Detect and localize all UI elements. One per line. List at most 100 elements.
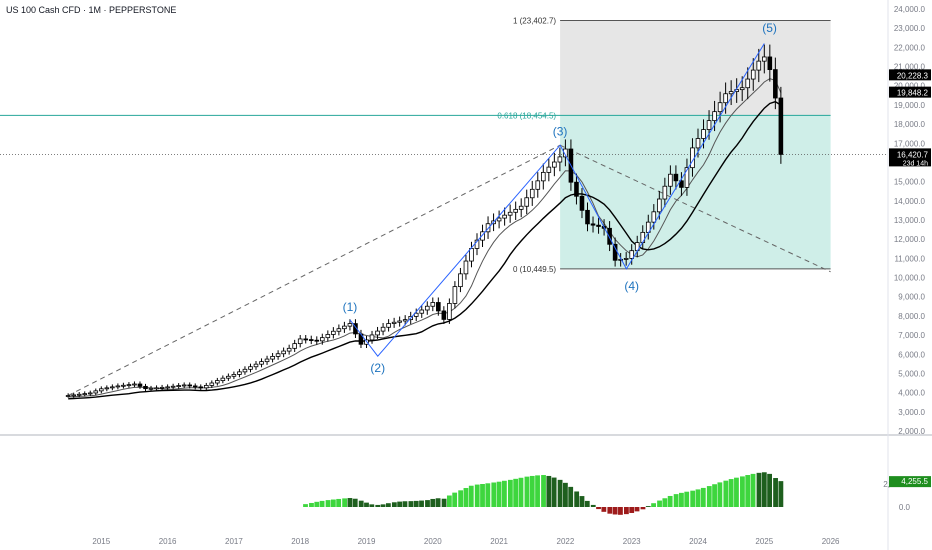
histogram-bar	[330, 499, 336, 507]
histogram-bar	[535, 475, 540, 507]
histogram-bar	[734, 477, 739, 507]
histogram-bar	[518, 477, 524, 507]
histogram-bar	[385, 503, 391, 507]
candle-body	[87, 392, 93, 395]
candle-body	[762, 56, 767, 62]
candle-body	[76, 393, 82, 396]
y-tick-label: 14,000.0	[894, 197, 926, 206]
histogram-bar	[740, 476, 745, 507]
candle-body	[308, 339, 314, 341]
candle-body	[546, 166, 552, 173]
candle-body	[292, 343, 297, 349]
candle-body	[480, 231, 485, 241]
candle-body	[347, 323, 353, 327]
dashed-trend-line	[67, 144, 561, 396]
candle-body	[413, 312, 419, 317]
histogram-bar	[336, 498, 342, 507]
histogram-bar	[319, 500, 325, 507]
histogram-bar	[480, 484, 485, 507]
candle-body	[684, 167, 690, 188]
histogram-bar	[468, 485, 474, 507]
candle-body	[286, 347, 292, 352]
histogram-bar	[717, 482, 723, 507]
candle-body	[226, 375, 231, 379]
x-tick-label: 2024	[689, 537, 707, 546]
y-tick-label: 2,000.0	[898, 427, 925, 436]
candle-body	[706, 120, 712, 130]
candle-body	[513, 208, 518, 213]
candle-body	[712, 111, 717, 122]
candle-body	[502, 214, 507, 219]
candle-body	[623, 258, 629, 260]
histogram-bar	[463, 488, 469, 507]
histogram-bar	[413, 500, 419, 507]
x-tick-label: 2021	[490, 537, 508, 546]
y-tick-label: 6,000.0	[898, 350, 925, 359]
histogram-bar	[706, 486, 712, 507]
candle-body	[717, 102, 723, 113]
candle-body	[99, 388, 104, 392]
candle-body	[574, 181, 579, 197]
histogram-bar	[584, 500, 590, 507]
candle-body	[529, 188, 535, 199]
candle-body	[259, 361, 264, 365]
y-tick-label: 4,000.0	[898, 389, 925, 398]
histogram-bar	[507, 479, 513, 507]
candle-body	[767, 56, 773, 71]
wave-label: (2)	[370, 361, 385, 375]
candle-body	[303, 338, 309, 341]
candle-body	[248, 366, 253, 370]
candle-body	[369, 334, 375, 341]
candle-body	[275, 353, 281, 357]
candle-body	[557, 156, 563, 163]
histogram-bar	[419, 500, 424, 507]
histogram-bar	[690, 490, 696, 507]
y-tick-label: 22,000.0	[894, 43, 926, 52]
candle-body	[165, 386, 170, 389]
histogram-bar	[640, 507, 646, 510]
candle-body	[132, 383, 137, 386]
y-tick-label: 8,000.0	[898, 312, 925, 321]
candle-body	[264, 358, 270, 363]
histogram-bar	[773, 478, 778, 507]
y-tick-label: 17,000.0	[894, 139, 926, 148]
candle-body	[469, 248, 474, 262]
candle-body	[773, 69, 778, 99]
histogram-bar	[491, 482, 497, 507]
histogram-bar	[485, 483, 491, 507]
candle-body	[507, 211, 513, 216]
histogram-bar	[767, 473, 773, 507]
histogram-bar	[684, 491, 690, 507]
candle-body	[148, 387, 154, 390]
histogram-bar	[557, 479, 563, 507]
y-tick-label: 15,000.0	[894, 178, 926, 187]
candle-body	[463, 260, 469, 275]
candle-body	[778, 97, 784, 155]
histogram-bar	[369, 504, 375, 507]
candle-body	[342, 325, 347, 330]
histogram-bar	[342, 498, 348, 507]
histogram-bar	[695, 489, 701, 507]
y-tick-label: 11,000.0	[894, 254, 925, 263]
candle-body	[524, 197, 530, 207]
histogram-bar	[634, 507, 640, 512]
candle-body	[121, 384, 126, 387]
candle-body	[297, 338, 303, 345]
histogram-bar	[430, 498, 436, 507]
candle-body	[82, 393, 88, 396]
candle-body	[756, 60, 762, 71]
candle-body	[319, 337, 325, 342]
histogram-bar	[723, 480, 729, 507]
candle-body	[629, 250, 634, 259]
histogram-bar	[778, 481, 784, 507]
candle-body	[170, 385, 176, 388]
histogram-bar	[601, 507, 607, 512]
histogram-bar	[745, 475, 751, 507]
fib-zone-lower	[560, 115, 831, 269]
y-tick-label: 19,000.0	[894, 101, 926, 110]
y-tick-label: 12,000.0	[894, 235, 926, 244]
y-tick-label: 21,000.0	[894, 63, 926, 72]
histogram-bar	[750, 473, 756, 507]
candle-body	[541, 171, 546, 182]
